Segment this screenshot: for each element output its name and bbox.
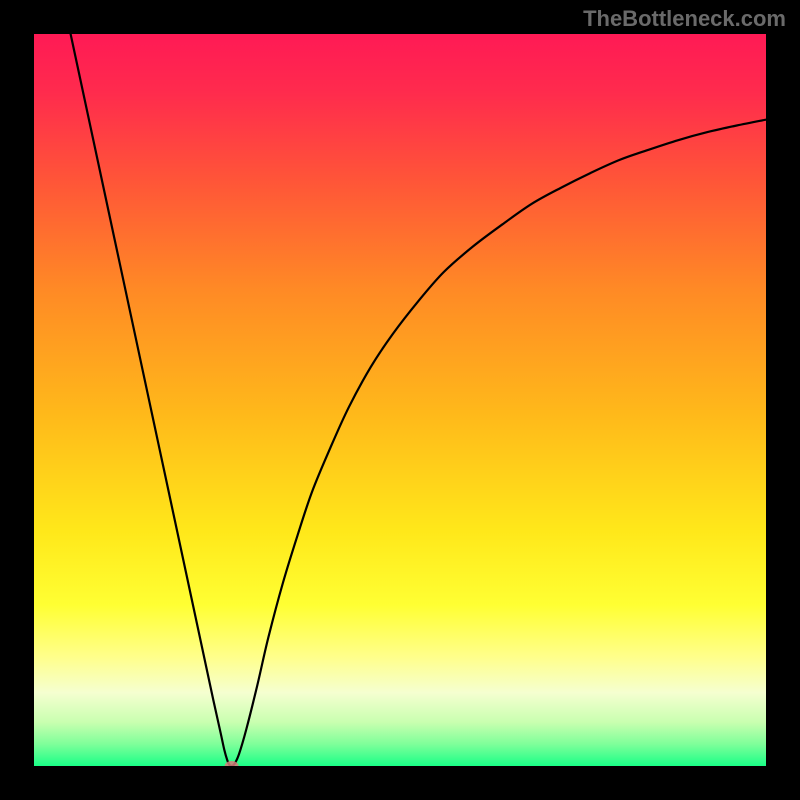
curve-layer: [34, 34, 766, 766]
bottleneck-curve: [71, 34, 766, 766]
watermark-text: TheBottleneck.com: [583, 6, 786, 32]
plot-area: [34, 34, 766, 766]
